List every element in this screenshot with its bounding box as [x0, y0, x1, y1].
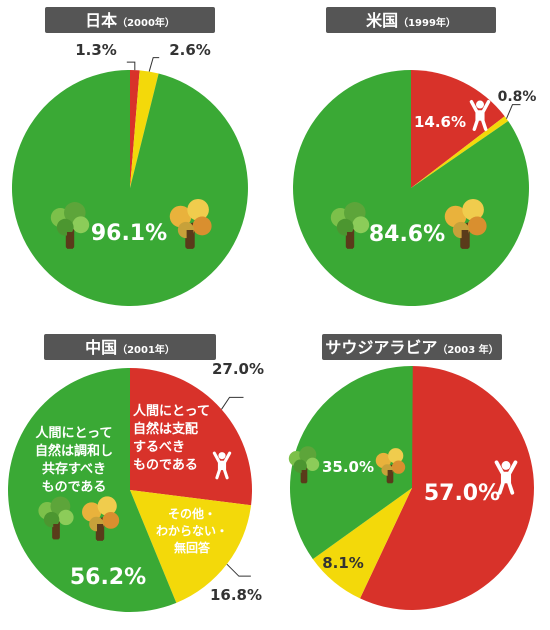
slice-description: 自然は調和し	[35, 443, 113, 459]
pie-slice-yellow	[130, 490, 252, 603]
leader-line	[226, 563, 251, 577]
data-label: 96.1%	[91, 221, 167, 246]
leader-line	[221, 396, 244, 410]
pie-slice-red	[411, 70, 505, 188]
pie-slice-green	[7, 367, 177, 612]
chart-header: 中国（2001年）	[44, 334, 216, 360]
data-label: 1.3%	[75, 41, 117, 59]
tree-icon	[288, 446, 320, 484]
data-label: 0.8%	[498, 89, 537, 105]
slice-description: ものである	[133, 458, 198, 473]
tree-icon	[50, 202, 90, 249]
leader-line	[148, 57, 160, 72]
chart-header-bg	[44, 334, 216, 360]
chart-header: 日本（2000年）	[45, 7, 215, 33]
pie-slice-yellow	[312, 488, 412, 599]
data-label: 8.1%	[322, 554, 364, 572]
person-icon	[212, 451, 232, 480]
person-icon	[469, 99, 491, 131]
chart-title: 米国（1999年）	[366, 11, 456, 30]
slice-description: 無回答	[174, 540, 211, 555]
data-label: 84.6%	[369, 222, 445, 247]
icons-layer	[38, 99, 518, 541]
slice-description: 人間にとって	[36, 425, 113, 441]
tree-icon	[169, 198, 212, 249]
person-icon	[494, 460, 518, 495]
tree-icon	[38, 496, 74, 540]
slice-description: 自然は支配	[133, 421, 198, 437]
pie-slice-red	[360, 366, 534, 610]
chart-header: サウジアラビア（2003 年）	[322, 334, 502, 360]
pie-slice-green	[289, 365, 413, 560]
leader-line	[126, 61, 136, 71]
pie-slice-red	[130, 368, 253, 506]
chart-title: 日本（2000年）	[85, 11, 175, 30]
data-label: 27.0%	[212, 360, 264, 378]
tree-icon	[82, 496, 120, 541]
slice-description: ものである	[42, 480, 107, 495]
labels-layer: 1.3% 2.6% 96.1% 0.8% 14.6% 84.6% 27.0% 16.8% 人間に…	[35, 41, 536, 604]
tree-icon	[330, 202, 370, 249]
data-label: 16.8%	[210, 586, 262, 604]
slice-description: 人間にとって	[133, 403, 210, 419]
data-label: 56.2%	[70, 565, 146, 590]
slice-description: その他・	[168, 506, 216, 521]
chart-header-bg	[45, 7, 215, 33]
chart-header: 米国（1999年）	[326, 7, 496, 33]
pie-slice-yellow	[411, 116, 509, 188]
chart-header-bg	[326, 7, 496, 33]
headers-layer: 日本（2000年） 米国（1999年） 中国（2001年） サウジアラビア（2003 …	[44, 7, 502, 360]
slices-layer	[7, 69, 534, 612]
tree-icon	[375, 448, 406, 484]
slice-description: 共存すべき	[42, 461, 106, 477]
chart-title: 中国（2001年）	[85, 338, 175, 357]
pie-slice-yellow	[130, 70, 159, 188]
data-label: 2.6%	[169, 41, 211, 59]
tree-icon	[444, 198, 487, 249]
chart-title: サウジアラビア（2003 年）	[325, 338, 498, 357]
chart-header-bg	[322, 334, 502, 360]
leader-lines-layer	[126, 57, 521, 577]
slice-description: わからない・	[156, 524, 228, 538]
leader-line	[506, 104, 521, 119]
slice-description: するべき	[133, 440, 185, 455]
pie-slice-green	[11, 69, 248, 306]
data-label: 57.0%	[424, 481, 500, 506]
data-label: 35.0%	[322, 458, 374, 476]
pie-slice-red	[130, 69, 140, 188]
data-label: 14.6%	[414, 113, 466, 131]
